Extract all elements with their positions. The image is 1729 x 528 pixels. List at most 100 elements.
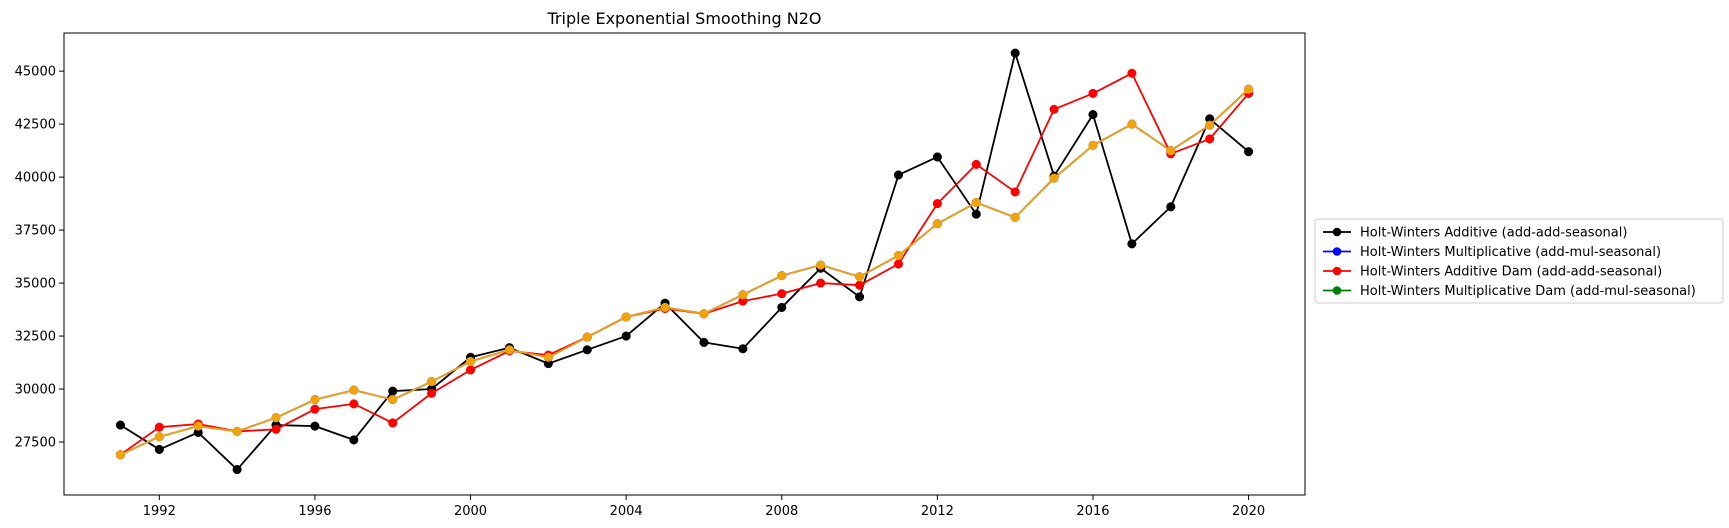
y-tick-label: 40000 bbox=[15, 171, 56, 186]
data-point bbox=[738, 290, 748, 300]
data-point bbox=[699, 337, 709, 347]
y-tick-label: 45000 bbox=[15, 65, 56, 80]
y-tick-label: 32500 bbox=[15, 330, 56, 345]
x-tick-label: 2012 bbox=[921, 504, 954, 519]
series-4 bbox=[115, 84, 1254, 460]
data-point bbox=[1049, 173, 1059, 183]
data-point bbox=[932, 152, 942, 162]
data-point bbox=[1205, 120, 1215, 130]
data-point bbox=[310, 421, 320, 431]
data-point bbox=[349, 399, 359, 409]
data-point bbox=[1088, 88, 1098, 98]
data-point bbox=[971, 197, 981, 208]
data-point bbox=[971, 209, 981, 219]
data-point bbox=[349, 435, 359, 445]
data-point bbox=[1205, 134, 1215, 144]
data-point bbox=[427, 388, 437, 398]
data-point bbox=[193, 421, 203, 431]
legend-label: Holt-Winters Multiplicative Dam (add-mul… bbox=[1360, 284, 1696, 299]
x-tick-label: 2004 bbox=[610, 504, 643, 519]
data-point bbox=[232, 465, 242, 475]
data-point bbox=[310, 395, 320, 405]
data-point bbox=[154, 432, 164, 442]
data-point bbox=[154, 422, 164, 432]
x-tick-label: 2008 bbox=[765, 504, 798, 519]
series-3 bbox=[115, 68, 1254, 460]
data-point bbox=[582, 332, 592, 342]
y-tick-label: 27500 bbox=[15, 436, 56, 451]
data-point bbox=[349, 385, 359, 395]
series-2 bbox=[115, 84, 1254, 460]
data-point bbox=[1244, 84, 1254, 94]
data-point bbox=[621, 312, 631, 322]
data-point bbox=[310, 404, 320, 414]
legend-box bbox=[1314, 218, 1724, 304]
data-point bbox=[932, 219, 942, 229]
legend-item: Holt-Winters Multiplicative (add-mul-sea… bbox=[1323, 245, 1661, 260]
data-point bbox=[427, 377, 437, 387]
y-tick-label: 35000 bbox=[15, 277, 56, 292]
data-point bbox=[1088, 110, 1098, 120]
y-axis: 27500 30000 32500 35000 37500 40000 42500 45000 bbox=[15, 65, 64, 451]
data-point bbox=[855, 292, 865, 302]
x-tick-label: 1992 bbox=[143, 504, 176, 519]
data-point bbox=[1127, 119, 1137, 129]
legend-label: Holt-Winters Additive (add-add-seasonal) bbox=[1360, 226, 1627, 241]
x-tick-label: 2016 bbox=[1076, 504, 1109, 519]
data-point bbox=[1244, 147, 1254, 157]
x-tick-label: 2020 bbox=[1232, 504, 1265, 519]
series-layer bbox=[115, 48, 1254, 475]
data-point bbox=[893, 259, 904, 269]
data-point bbox=[388, 395, 398, 405]
data-point bbox=[1127, 68, 1137, 78]
data-point bbox=[1010, 48, 1020, 58]
data-point bbox=[1166, 202, 1176, 212]
legend-item: Holt-Winters Multiplicative Dam (add-mul… bbox=[1323, 284, 1696, 299]
series-line bbox=[119, 72, 1250, 456]
x-axis: 1992 1996 2000 2004 2008 2012 2016 2020 bbox=[143, 495, 1265, 519]
plot-area bbox=[63, 32, 1306, 496]
y-tick-label: 37500 bbox=[15, 224, 56, 239]
data-point bbox=[816, 278, 826, 288]
data-point bbox=[1049, 104, 1059, 114]
data-point bbox=[893, 170, 904, 180]
y-tick-label: 30000 bbox=[15, 383, 56, 398]
data-point bbox=[271, 424, 281, 434]
legend-item: Holt-Winters Additive (add-add-seasonal) bbox=[1323, 226, 1627, 241]
data-point bbox=[1010, 187, 1020, 197]
data-point bbox=[388, 418, 398, 428]
legend-marker bbox=[1332, 247, 1342, 256]
legend-marker bbox=[1332, 266, 1342, 276]
x-tick-label: 1996 bbox=[298, 504, 331, 519]
data-point bbox=[699, 309, 709, 319]
legend-marker bbox=[1332, 227, 1342, 237]
y-tick-label: 42500 bbox=[15, 118, 56, 133]
data-point bbox=[232, 426, 242, 436]
data-point bbox=[115, 450, 125, 460]
series-1 bbox=[115, 48, 1254, 475]
data-point bbox=[777, 271, 787, 281]
data-point bbox=[543, 352, 553, 362]
data-point bbox=[465, 356, 476, 367]
data-point bbox=[816, 260, 826, 270]
legend: Holt-Winters Additive (add-add-seasonal)… bbox=[1314, 218, 1724, 304]
data-point bbox=[855, 272, 865, 282]
series-line bbox=[120, 88, 1250, 456]
data-point bbox=[1166, 146, 1176, 156]
data-point bbox=[388, 386, 398, 396]
data-point bbox=[893, 250, 904, 261]
data-point bbox=[621, 331, 631, 341]
data-point bbox=[777, 302, 787, 312]
data-point bbox=[1010, 212, 1020, 222]
data-point bbox=[271, 413, 281, 423]
data-point bbox=[465, 365, 476, 375]
data-point bbox=[932, 199, 942, 209]
data-point bbox=[855, 280, 865, 290]
legend-marker bbox=[1332, 286, 1342, 295]
x-tick-label: 2000 bbox=[454, 504, 487, 519]
legend-label: Holt-Winters Multiplicative (add-mul-sea… bbox=[1360, 245, 1661, 260]
data-point bbox=[1088, 140, 1098, 150]
series-line bbox=[119, 52, 1250, 471]
legend-item: Holt-Winters Additive Dam (add-add-seaso… bbox=[1323, 265, 1662, 280]
